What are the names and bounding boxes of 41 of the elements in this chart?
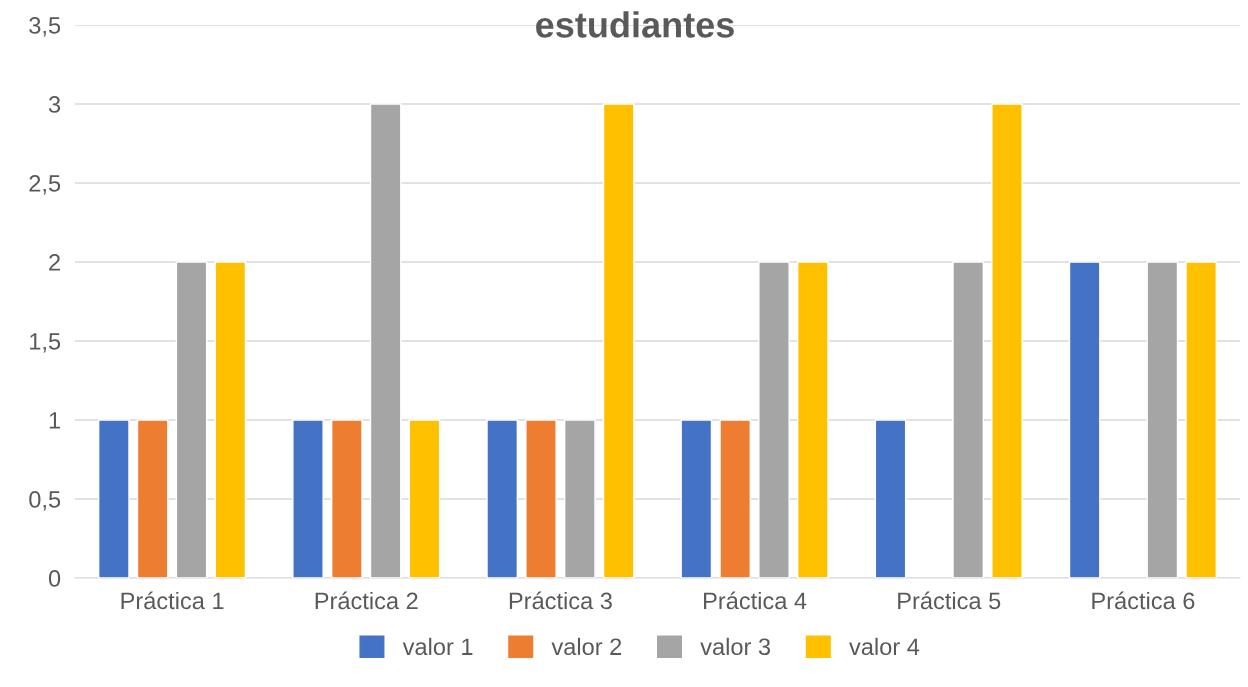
bar: [563, 419, 596, 578]
legend-label: valor 1: [402, 637, 473, 656]
y-tick-label: 3: [48, 96, 61, 113]
x-tick-label: Práctica 6: [1092, 591, 1195, 610]
bar: [719, 419, 752, 578]
bar: [1068, 261, 1101, 578]
bar: [1146, 261, 1179, 578]
y-tick-label: 1,5: [30, 333, 61, 353]
bar: [602, 103, 635, 578]
bar: [796, 261, 829, 578]
y-tick-label: 0,5: [29, 491, 61, 511]
x-tick-label: Práctica 3: [509, 591, 612, 610]
y-tick-label: 0: [48, 570, 61, 587]
bar: [408, 419, 441, 578]
x-tick-label: Práctica 1: [121, 591, 224, 610]
bar: [136, 419, 169, 578]
bar: [680, 419, 713, 578]
x-tick-label: Práctica 4: [704, 591, 807, 610]
bar: [525, 419, 557, 578]
y-tick-label: 3,5: [29, 17, 61, 37]
bar: [292, 419, 324, 578]
bar: [991, 103, 1023, 578]
bar: [486, 419, 519, 578]
bar: [97, 419, 130, 578]
bar: [330, 419, 363, 578]
chart-title: estudiantes: [536, 11, 734, 38]
y-tick-label: 2,5: [29, 175, 61, 195]
bar: [952, 261, 985, 578]
x-tick-label: Práctica 2: [315, 591, 418, 610]
bar: [369, 103, 402, 578]
bar: [214, 261, 247, 578]
legend-label: valor 2: [551, 637, 622, 656]
y-tick-label: 1: [49, 412, 60, 429]
bar: [175, 261, 208, 578]
bar: [874, 419, 907, 578]
bar: [758, 261, 790, 578]
legend-label: valor 3: [700, 637, 771, 656]
y-tick-label: 2: [49, 254, 60, 271]
bar: [1185, 261, 1218, 578]
x-tick-label: Práctica 5: [898, 591, 1001, 610]
legend-label: valor 4: [849, 637, 920, 656]
